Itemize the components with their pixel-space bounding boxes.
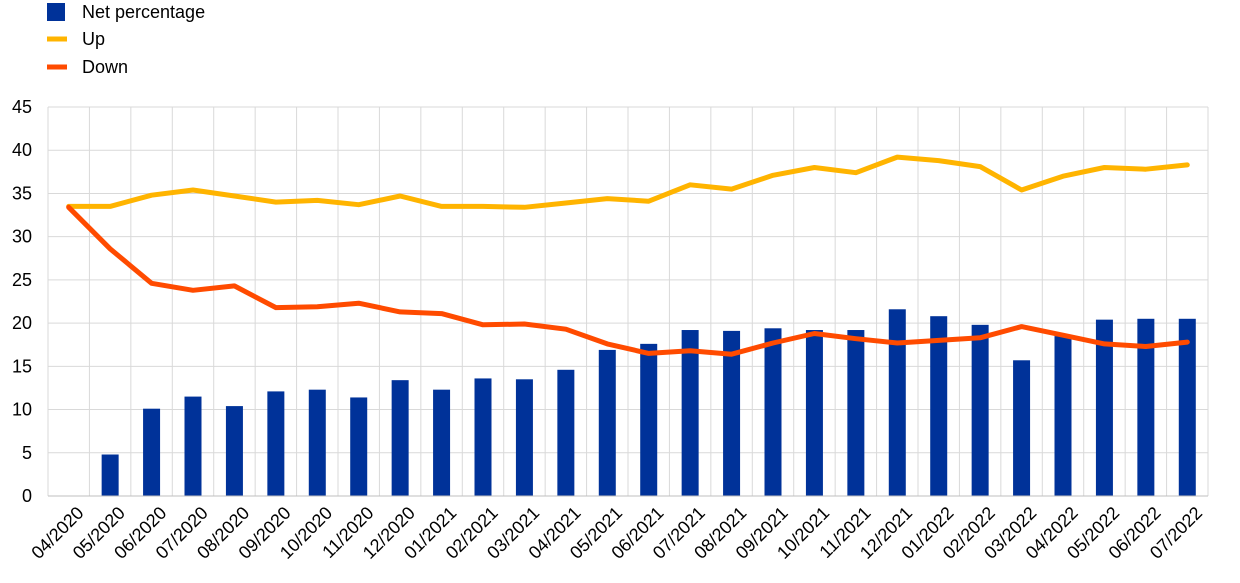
plot-area: 05101520253035404504/202005/202006/20200…: [12, 97, 1209, 563]
bar-net-percentage: [888, 309, 906, 496]
y-tick-label: 40: [12, 140, 32, 160]
bar-net-percentage: [1137, 318, 1155, 496]
legend-swatch-net-percentage: [47, 3, 65, 21]
bar-net-percentage: [1054, 336, 1072, 496]
legend-item-down: Down: [47, 57, 128, 77]
bar-net-percentage: [1095, 319, 1113, 496]
bar-net-percentage: [557, 369, 575, 496]
bar-net-percentage: [515, 379, 533, 496]
bar-net-percentage: [681, 330, 699, 496]
legend-item-up: Up: [47, 29, 105, 49]
bar-net-percentage: [805, 330, 823, 496]
legend-item-net-percentage: Net percentage: [47, 2, 205, 22]
bar-net-percentage: [308, 389, 326, 496]
y-tick-label: 45: [12, 97, 32, 117]
y-tick-label: 30: [12, 227, 32, 247]
bar-net-percentage: [350, 397, 368, 496]
bar-net-percentage: [433, 389, 451, 496]
bar-net-percentage: [930, 316, 948, 496]
y-tick-label: 25: [12, 270, 32, 290]
y-tick-label: 0: [22, 486, 32, 506]
bar-net-percentage: [598, 349, 616, 496]
bar-net-percentage: [847, 330, 865, 496]
bar-net-percentage: [764, 328, 782, 496]
legend: Net percentage Up Down: [47, 2, 205, 77]
bar-net-percentage: [267, 391, 285, 496]
y-tick-label: 10: [12, 400, 32, 420]
bar-net-percentage: [101, 454, 119, 496]
bar-net-percentage: [640, 343, 658, 496]
bar-net-percentage: [474, 378, 492, 496]
bar-net-percentage: [1178, 318, 1196, 496]
legend-label-up: Up: [82, 29, 105, 49]
y-tick-label: 20: [12, 313, 32, 333]
bar-net-percentage: [143, 408, 161, 496]
bar-net-percentage: [391, 380, 409, 496]
y-tick-label: 5: [22, 443, 32, 463]
legend-label-down: Down: [82, 57, 128, 77]
bar-net-percentage: [1013, 360, 1031, 496]
legend-label-net-percentage: Net percentage: [82, 2, 205, 22]
line-down: [66, 204, 1190, 357]
bar-net-percentage: [723, 330, 741, 496]
y-tick-label: 35: [12, 183, 32, 203]
bar-net-percentage: [184, 396, 202, 496]
bar-net-percentage: [225, 406, 243, 496]
y-tick-label: 15: [12, 356, 32, 376]
bar-net-percentage: [971, 324, 989, 496]
line-up: [66, 154, 1190, 210]
